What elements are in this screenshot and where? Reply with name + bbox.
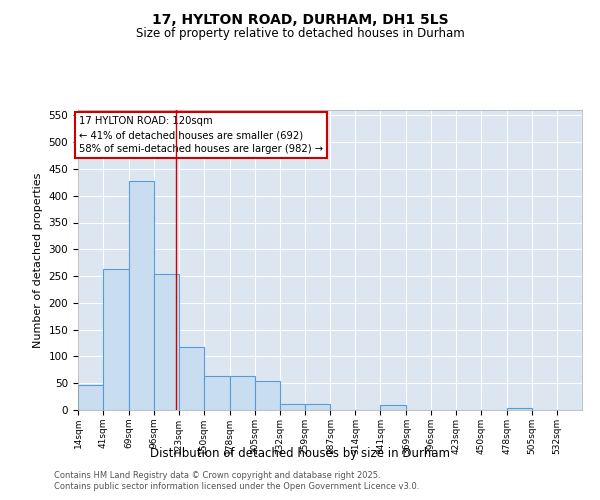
- Bar: [103, 269, 129, 410]
- Bar: [507, 408, 532, 410]
- Text: Distribution of detached houses by size in Durham: Distribution of detached houses by size …: [150, 448, 450, 460]
- Bar: [280, 404, 305, 410]
- Bar: [380, 404, 406, 410]
- Bar: [204, 376, 230, 410]
- Bar: [129, 181, 154, 410]
- Bar: [179, 348, 204, 410]
- Text: Contains HM Land Registry data © Crown copyright and database right 2025.: Contains HM Land Registry data © Crown c…: [54, 470, 380, 480]
- Y-axis label: Number of detached properties: Number of detached properties: [33, 172, 43, 348]
- Text: 17 HYLTON ROAD: 120sqm
← 41% of detached houses are smaller (692)
58% of semi-de: 17 HYLTON ROAD: 120sqm ← 41% of detached…: [79, 116, 323, 154]
- Bar: [254, 380, 280, 410]
- Text: Contains public sector information licensed under the Open Government Licence v3: Contains public sector information licen…: [54, 482, 419, 491]
- Text: Size of property relative to detached houses in Durham: Size of property relative to detached ho…: [136, 28, 464, 40]
- Bar: [154, 274, 179, 410]
- Text: 17, HYLTON ROAD, DURHAM, DH1 5LS: 17, HYLTON ROAD, DURHAM, DH1 5LS: [152, 12, 448, 26]
- Bar: [230, 376, 254, 410]
- Bar: [305, 404, 331, 410]
- Bar: [78, 386, 103, 410]
